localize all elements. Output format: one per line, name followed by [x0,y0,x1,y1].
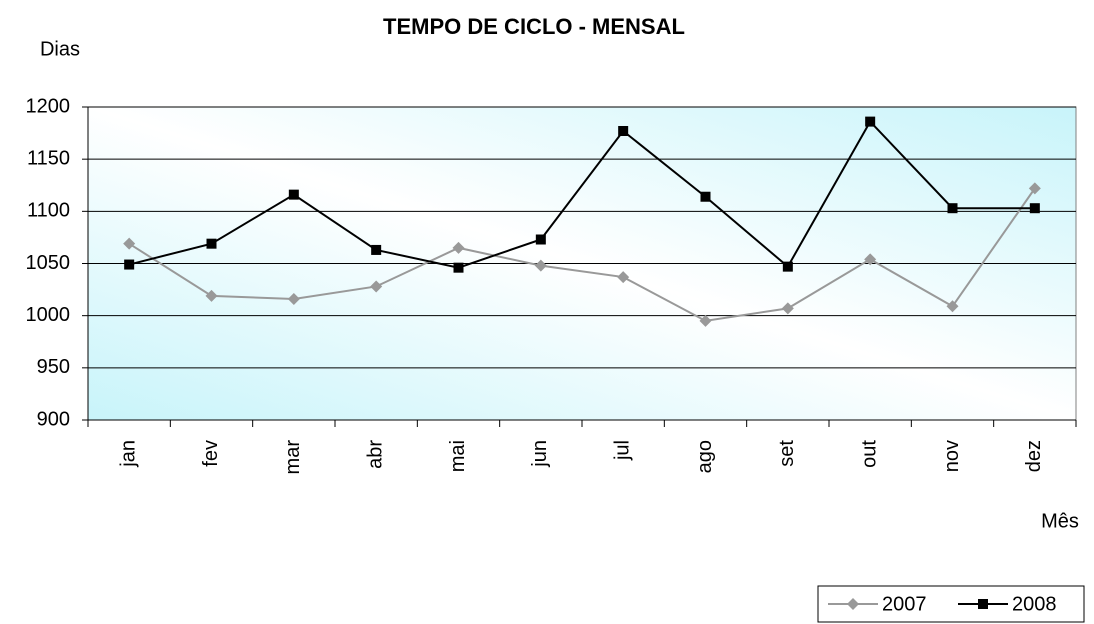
x-axis-label: Mês [1041,510,1079,532]
x-tick-label: fev [200,440,222,467]
marker [700,191,711,202]
x-tick-label: ago [694,440,716,473]
y-tick-label: 1100 [27,200,70,222]
marker [1029,203,1040,214]
y-tick-label: 1000 [26,304,71,326]
x-tick-label: mai [447,440,469,472]
marker [847,598,859,610]
marker [206,238,217,249]
y-tick-label: 1050 [26,252,71,274]
x-tick-label: jan [117,440,139,468]
y-tick-label: 950 [37,356,70,378]
x-tick-label: mar [282,440,304,475]
chart-title: TEMPO DE CICLO - MENSAL [383,14,685,39]
marker [535,234,546,245]
y-tick-label: 1200 [26,95,71,117]
series-line [128,119,1035,269]
y-axis-label: Dias [40,38,80,60]
marker [123,237,136,250]
marker [288,189,299,200]
marker [865,116,876,127]
marker [699,314,712,327]
legend-label: 2008 [1012,593,1057,615]
marker [1028,182,1041,195]
marker [947,203,958,214]
x-tick-label: jul [611,440,633,461]
marker [946,300,959,313]
x-tick-label: dez [1023,440,1045,472]
marker [453,262,464,273]
y-tick-label: 1150 [27,147,70,169]
marker [978,599,988,609]
marker [617,271,630,284]
marker [371,244,382,255]
x-tick-label: jun [529,440,551,468]
marker [452,241,465,254]
marker [287,292,300,305]
x-tick-label: nov [941,440,963,472]
marker [124,259,135,270]
y-tick-label: 900 [37,408,70,430]
legend-label: 2007 [882,593,927,615]
marker [864,253,877,266]
marker [782,261,793,272]
marker [534,259,547,272]
marker [781,302,794,315]
marker [370,280,383,293]
marker [205,289,218,302]
series-line [128,187,1036,322]
x-tick-label: out [858,440,880,468]
x-tick-label: set [776,440,798,467]
marker [618,125,629,136]
x-tick-label: abr [364,440,386,469]
